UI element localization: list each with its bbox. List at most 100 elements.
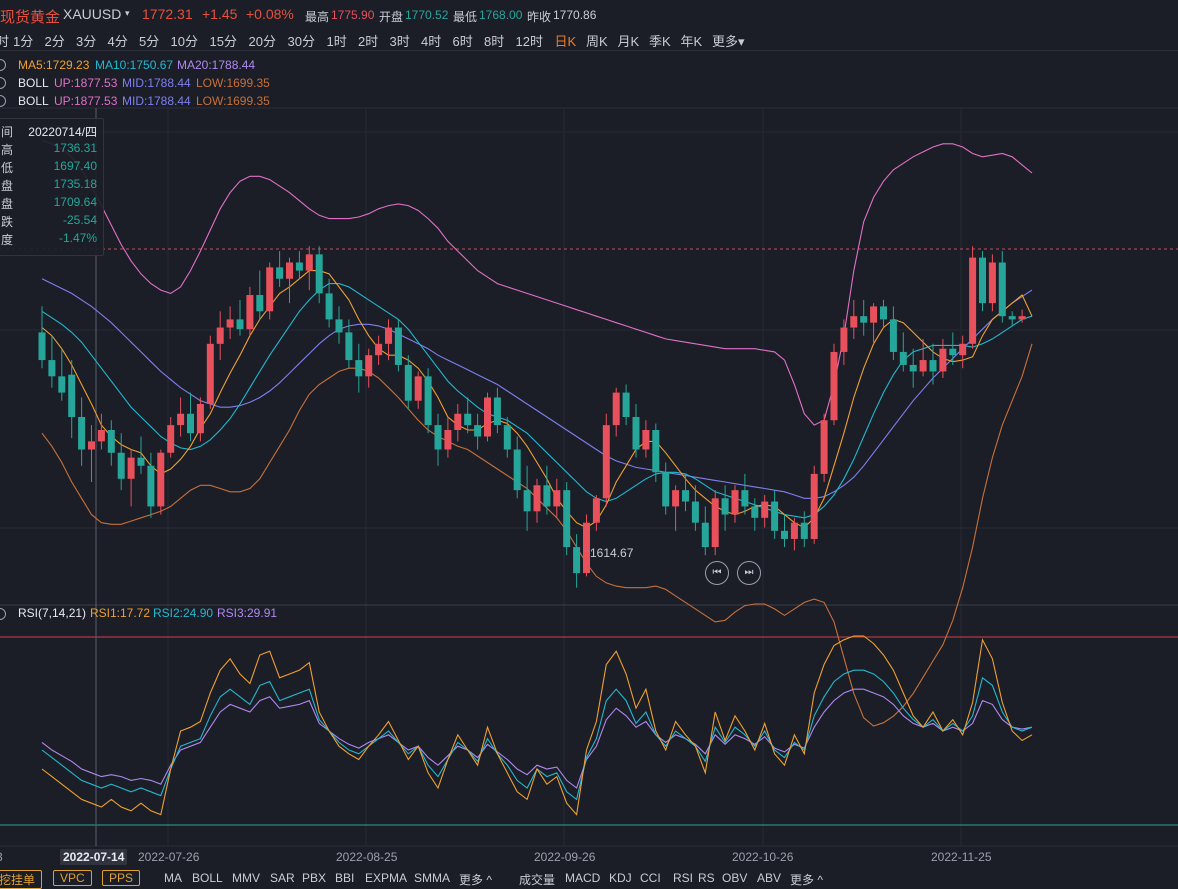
candle-body-30 <box>335 319 343 333</box>
candle-body-36 <box>394 327 402 365</box>
timeframe-18[interactable]: 月K <box>617 34 640 49</box>
timeframe-1[interactable]: 2分 <box>44 34 65 49</box>
timeframe-9[interactable]: 1时 <box>326 34 347 49</box>
timeframe-partial: 时 <box>0 34 10 49</box>
candle-body-18 <box>216 327 224 344</box>
gear-icon[interactable] <box>0 59 6 71</box>
candle-body-1 <box>48 360 56 377</box>
gear-icon[interactable] <box>0 95 6 107</box>
rsi-legend[interactable]: RSI(7,14,21) RSI1:17.72 RSI2:24.90 RSI3:… <box>0 606 300 622</box>
symbol-dropdown-icon[interactable]: ▾ <box>125 8 130 18</box>
sub-indicator-6[interactable]: OBV <box>722 871 748 885</box>
main-indicator-4[interactable]: PBX <box>302 871 327 885</box>
ma10-line <box>41 283 1033 519</box>
candle-body-40 <box>434 425 442 450</box>
skip-back-icon[interactable]: ⏮ <box>705 561 729 585</box>
candle-body-48 <box>513 449 521 491</box>
candle-body-98 <box>1008 316 1016 320</box>
tooltip-row: 高 1736.31 <box>0 141 97 159</box>
tooltip-key: 盘 <box>1 197 14 211</box>
main-indicator-7[interactable]: SMMA <box>414 871 450 885</box>
candle-body-72 <box>751 506 759 518</box>
tooltip-key: 低 <box>1 161 14 175</box>
candle-body-31 <box>345 332 353 361</box>
sub-indicator-3[interactable]: CCI <box>640 871 661 885</box>
candle-body-54 <box>573 547 581 574</box>
candle-body-7 <box>107 429 115 453</box>
candle-body-86 <box>889 319 897 352</box>
tooltip-row: 度 -1.47% <box>0 231 97 249</box>
candle-body-51 <box>543 485 551 507</box>
timeframe-14[interactable]: 8时 <box>484 34 505 49</box>
timeframe-3[interactable]: 4分 <box>107 34 128 49</box>
candle-body-60 <box>632 416 640 450</box>
candle-body-78 <box>810 473 818 539</box>
ma5-line <box>41 270 1033 529</box>
timeframe-17[interactable]: 周K <box>586 34 608 49</box>
ma-legend[interactable]: MA5:1729.23 MA10:1750.67 MA20:1788.44 <box>0 58 300 74</box>
boll-legend-2[interactable]: BOLL UP:1877.53 MID:1788.44 LOW:1699.35 <box>0 94 300 110</box>
candle-body-10 <box>137 457 145 466</box>
timeframe-2[interactable]: 3分 <box>76 34 97 49</box>
candle-body-19 <box>226 319 234 328</box>
main-indicator-6[interactable]: EXPMA <box>365 871 408 885</box>
timeframe-6[interactable]: 15分 <box>209 34 237 49</box>
sub-indicator-5[interactable]: RS <box>698 871 715 885</box>
timeframe-8[interactable]: 30分 <box>287 34 315 49</box>
candle-body-13 <box>167 425 175 453</box>
symbol-name[interactable]: 现货黄金 <box>0 9 61 26</box>
timeframe-4[interactable]: 5分 <box>139 34 160 49</box>
gear-icon[interactable] <box>0 608 6 620</box>
symbol-code[interactable]: XAUUSD <box>63 6 122 22</box>
skip-forward-icon[interactable]: ⏭ <box>737 561 761 585</box>
ma10-value: MA10:1750.67 <box>95 58 174 72</box>
timeframe-12[interactable]: 4时 <box>421 34 442 49</box>
candle-body-17 <box>206 343 214 404</box>
main-indicator-1[interactable]: BOLL <box>192 871 223 885</box>
sub-indicator-7[interactable]: ABV <box>757 871 782 885</box>
timeframe-10[interactable]: 2时 <box>358 34 379 49</box>
timeframe-15[interactable]: 12时 <box>515 34 543 49</box>
order-button[interactable]: 挖挂单 <box>0 870 43 889</box>
candle-body-75 <box>781 530 788 539</box>
main-indicator-0[interactable]: MA <box>164 871 182 885</box>
timeframe-7[interactable]: 20分 <box>248 34 276 49</box>
candle-body-9 <box>127 457 135 479</box>
timeframe-20[interactable]: 年K <box>680 34 703 49</box>
candle-body-37 <box>404 364 412 401</box>
timeframe-21[interactable]: 更多▾ <box>712 34 745 49</box>
low-label: 最低 <box>453 10 478 24</box>
timeframe-13[interactable]: 6时 <box>452 34 473 49</box>
sub-indicator-1[interactable]: MACD <box>565 871 601 885</box>
candle-body-92 <box>949 348 957 356</box>
main-indicator-3[interactable]: SAR <box>270 871 295 885</box>
tooltip-row: 间 20220714/四 <box>0 123 97 141</box>
main-indicator-8[interactable]: 更多 ^ <box>459 873 492 887</box>
timeframe-11[interactable]: 3时 <box>389 34 410 49</box>
main-indicator-2[interactable]: MMV <box>232 871 260 885</box>
rsi-name: RSI(7,14,21) <box>18 606 87 620</box>
gear-icon[interactable] <box>0 77 6 89</box>
sub-indicator-8[interactable]: 更多 ^ <box>790 873 823 887</box>
tooltip-key: 跌 <box>1 215 14 229</box>
open-label: 开盘 <box>379 10 404 24</box>
candle-body-57 <box>602 425 610 499</box>
timeframe-5[interactable]: 10分 <box>170 34 198 49</box>
tooltip-value: 20220714/四 <box>28 125 97 139</box>
timeframe-0[interactable]: 1分 <box>13 34 34 49</box>
candle-body-99 <box>1018 316 1026 320</box>
candle-body-58 <box>612 392 620 426</box>
timeframe-19[interactable]: 季K <box>649 34 671 49</box>
sub-indicator-2[interactable]: KDJ <box>609 871 632 885</box>
x-tick-label-partial: 3 <box>0 850 3 864</box>
sub-indicator-4[interactable]: RSI <box>673 871 694 885</box>
tooltip-value: 1697.40 <box>53 159 97 173</box>
candle-body-23 <box>266 267 274 312</box>
main-indicator-5[interactable]: BBI <box>335 871 355 885</box>
timeframe-16[interactable]: 日K <box>554 34 577 49</box>
boll-legend-1[interactable]: BOLL UP:1877.53 MID:1788.44 LOW:1699.35 <box>0 76 300 92</box>
candle-body-50 <box>533 485 541 512</box>
sub-indicator-0[interactable]: 成交量 <box>519 873 556 887</box>
x-tick-label: 2022-10-26 <box>732 850 794 864</box>
